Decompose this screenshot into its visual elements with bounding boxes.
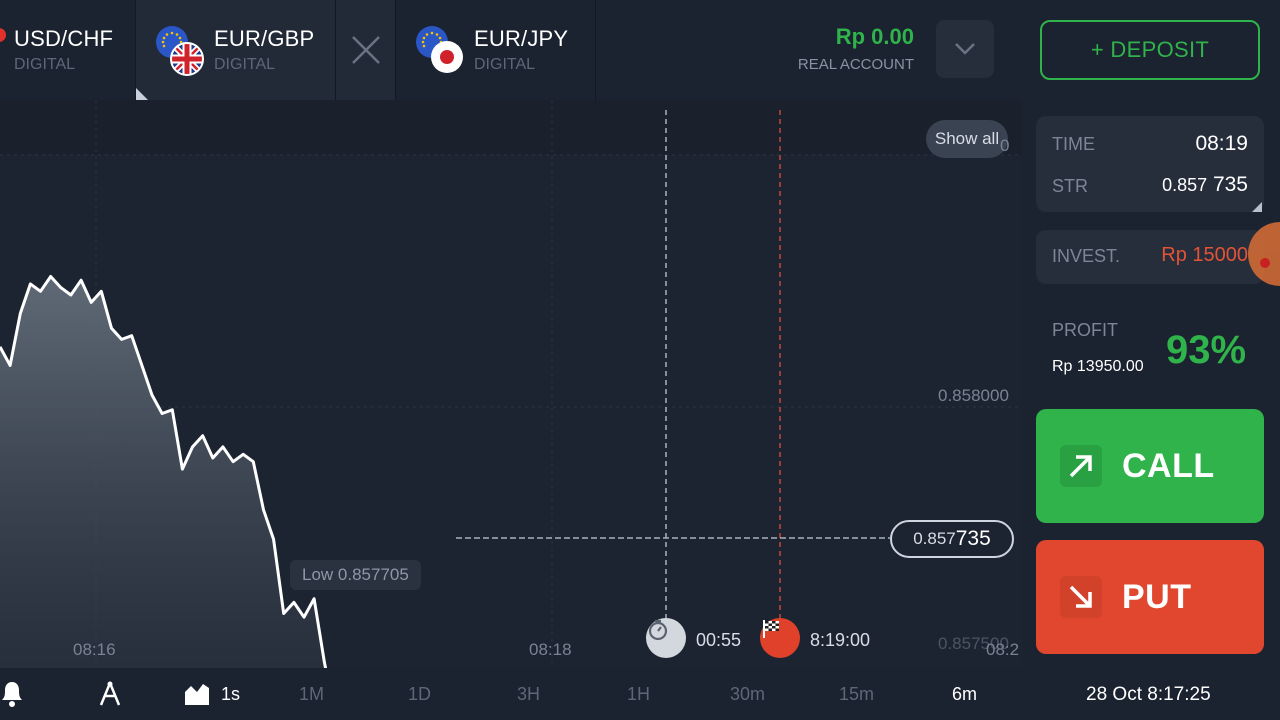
expiry-selector[interactable]: TIME 08:19 STR 0.857 735 (1036, 116, 1264, 212)
strike-label: STR (1052, 176, 1088, 196)
price-axis-label: 0.857500 (938, 634, 1009, 653)
strike-prefix: 0.857 (1162, 175, 1208, 195)
account-balance[interactable]: Rp 0.00 REAL ACCOUNT (780, 24, 914, 73)
deposit-button[interactable]: + DEPOSIT (1040, 20, 1260, 80)
strike-suffix: 735 (1212, 173, 1248, 196)
invest-value: Rp 15000 (1161, 244, 1248, 266)
timeframe-1d[interactable]: 1D (408, 684, 432, 704)
low-price-label: Low 0.857705 (290, 560, 421, 590)
resize-corner-icon (1252, 202, 1262, 212)
time-value: 08:19 (1195, 132, 1248, 155)
time-axis-label: 08:2 (986, 640, 1020, 659)
bottom-toolbar: 1s 1M 1D 3H 1H 30m 15m 6m 28 Oct 8:17:25 (0, 668, 1280, 720)
time-axis-label: 08:18 (529, 640, 572, 659)
drawing-tools-icon[interactable] (96, 680, 124, 708)
timeframe-6m[interactable]: 6m (952, 684, 978, 704)
time-axis-label: 08:16 (73, 640, 116, 659)
stopwatch-icon (646, 618, 686, 658)
finish-flag-icon (760, 618, 800, 658)
expiry-time: 8:19:00 (810, 630, 871, 650)
show-all-button[interactable]: Show all (926, 120, 1008, 158)
purchase-timer: 00:55 (696, 630, 742, 650)
put-label: PUT (1122, 577, 1192, 616)
current-price-badge: 0.857 735 (890, 520, 1014, 558)
profit-amount: Rp 13950.00 (1052, 358, 1144, 375)
price-axis-label: 0 (1000, 136, 1010, 155)
balance-amount: Rp 0.00 (835, 24, 914, 49)
tab-eur-jpy[interactable]: EUR/JPY DIGITAL (396, 0, 596, 100)
tab-name: EUR/JPY (474, 26, 569, 51)
arrow-up-right-icon (1060, 445, 1102, 487)
tab-type: DIGITAL (214, 56, 276, 73)
time-label: TIME (1052, 134, 1095, 154)
flag-icon (0, 28, 6, 42)
japan-flag-icon (431, 41, 463, 73)
price-axis-label: 0.858000 (938, 386, 1009, 405)
chevron-down-icon (955, 43, 975, 55)
current-price-suffix: 735 (955, 527, 991, 550)
timeframe-1s[interactable]: 1s (221, 684, 241, 704)
chart-type-icon[interactable] (184, 680, 210, 706)
price-area (0, 276, 456, 668)
top-bar: USD/CHF DIGITAL (0, 0, 1280, 100)
timeframe-15m[interactable]: 15m (839, 684, 875, 704)
account-type-label: REAL ACCOUNT (797, 56, 914, 73)
tab-type: DIGITAL (474, 56, 536, 73)
invest-label: INVEST. (1052, 246, 1121, 266)
call-label: CALL (1122, 446, 1215, 485)
profit-label: PROFIT (1052, 320, 1118, 340)
close-tab-button[interactable] (336, 0, 396, 100)
tab-name: EUR/GBP (214, 26, 315, 51)
timeframe-1h[interactable]: 1H (627, 684, 651, 704)
price-line (0, 275, 328, 668)
put-button[interactable]: PUT (1036, 540, 1264, 654)
current-price-prefix: 0.857 (913, 529, 956, 548)
tab-type: DIGITAL (14, 56, 76, 73)
current-datetime: 28 Oct 8:17:25 (1086, 684, 1211, 705)
resize-corner-icon (136, 88, 148, 100)
uk-flag-icon (170, 42, 204, 76)
call-button[interactable]: CALL (1036, 409, 1264, 523)
bell-icon[interactable] (0, 680, 24, 708)
timeframe-30m[interactable]: 30m (730, 684, 766, 704)
chart-canvas (0, 100, 1022, 668)
profit-percent: 93% (1166, 328, 1247, 372)
trade-panel: TIME 08:19 STR 0.857 735 INVEST. Rp 1500… (1022, 100, 1280, 668)
close-icon (351, 36, 380, 64)
tab-name: USD/CHF (14, 26, 114, 51)
timeframe-1m[interactable]: 1M (299, 684, 325, 704)
tab-usd-chf[interactable]: USD/CHF DIGITAL (0, 0, 136, 100)
investment-field[interactable]: INVEST. Rp 15000 (1036, 230, 1264, 284)
timeframe-3h[interactable]: 3H (517, 684, 541, 704)
tab-eur-gbp[interactable]: EUR/GBP DIGITAL (136, 0, 336, 100)
account-dropdown-button[interactable] (936, 20, 994, 78)
price-chart[interactable]: Show all 0 0.858000 0.857500 0.857 735 L… (0, 100, 1022, 668)
strike-value: 0.857 735 (1162, 173, 1248, 197)
arrow-down-right-icon (1060, 576, 1102, 618)
